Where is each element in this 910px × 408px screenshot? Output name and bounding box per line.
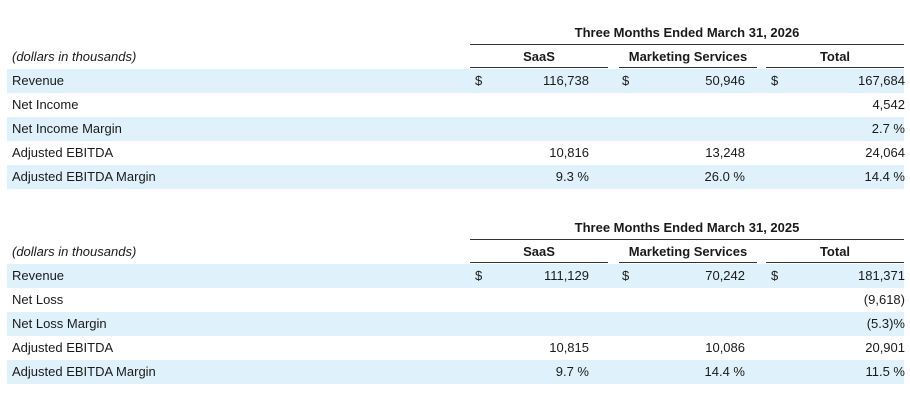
table-row: Net Income 4,542 [7, 93, 905, 117]
cell-value: 14.4 % [704, 364, 745, 379]
currency-symbol: $ [771, 268, 779, 283]
table-row: Adjusted EBITDA Margin 9.3 % 26.0 % 14.4 % [7, 165, 905, 189]
cell-value: 9.7 % [555, 364, 589, 379]
row-label: Net Income Margin [12, 121, 122, 136]
cell-value: 26.0 % [704, 169, 745, 184]
column-header-row: (dollars in thousands) SaaS Marketing Serv… [0, 46, 910, 68]
table-row: Net Loss Margin (5.3)% [7, 312, 905, 336]
cell-value: 10,815 [549, 340, 589, 355]
row-label: Adjusted EBITDA [12, 340, 114, 355]
cell-value: (5.3)% [866, 316, 905, 331]
column-header: Total [766, 241, 904, 263]
row-label: Revenue [12, 268, 65, 283]
row-label: Net Loss Margin [12, 316, 107, 331]
table-row: Net Loss (9,618) [7, 288, 905, 312]
table-row: Net Income Margin 2.7 % [7, 117, 905, 141]
row-label: Net Loss [12, 292, 64, 307]
row-label: Adjusted EBITDA [12, 145, 114, 160]
cell-value: 20,901 [865, 340, 905, 355]
period-header: Three Months Ended March 31, 2026 [470, 23, 904, 45]
row-label: Net Income [12, 97, 79, 112]
row-label: Adjusted EBITDA Margin [12, 364, 156, 379]
units-note: (dollars in thousands) [12, 244, 137, 259]
cell-value: 9.3 % [555, 169, 589, 184]
period-header: Three Months Ended March 31, 2025 [470, 218, 904, 240]
currency-symbol: $ [475, 268, 483, 283]
cell-value: 10,086 [705, 340, 745, 355]
currency-symbol: $ [771, 73, 779, 88]
cell-value: 24,064 [865, 145, 905, 160]
cell-value: 116,738 [542, 73, 589, 88]
cell-value: 70,242 [705, 268, 745, 283]
cell-value: 2.7 % [871, 121, 905, 136]
table-row: Revenue $111,129 $70,242 $181,371 [7, 264, 905, 288]
currency-symbol: $ [622, 268, 630, 283]
cell-value: 11.5 % [865, 364, 905, 379]
table-row: Adjusted EBITDA 10,816 13,248 24,064 [7, 141, 905, 165]
row-label: Adjusted EBITDA Margin [12, 169, 156, 184]
cell-value: 167,684 [858, 73, 905, 88]
currency-symbol: $ [622, 73, 630, 88]
cell-value: 50,946 [705, 73, 745, 88]
table-row: Revenue $116,738 $50,946 $167,684 [7, 69, 905, 93]
cell-value: 14.4 % [864, 169, 905, 184]
column-header: Total [766, 46, 904, 68]
column-header: SaaS [470, 46, 608, 68]
cell-value: 181,371 [858, 268, 905, 283]
cell-value: 111,129 [543, 268, 589, 283]
units-note: (dollars in thousands) [12, 49, 137, 64]
table-row: Adjusted EBITDA 10,815 10,086 20,901 [7, 336, 905, 360]
table-row: Adjusted EBITDA Margin 9.7 % 14.4 % 11.5 % [7, 360, 905, 384]
column-header: SaaS [470, 241, 608, 263]
cell-value: 10,816 [549, 145, 589, 160]
cell-value: 13,248 [705, 145, 745, 160]
cell-value: (9,618) [863, 292, 905, 307]
row-label: Revenue [12, 73, 65, 88]
cell-value: 4,542 [872, 97, 905, 112]
column-header: Marketing Services [619, 241, 757, 263]
column-header: Marketing Services [619, 46, 757, 68]
currency-symbol: $ [475, 73, 483, 88]
column-header-row: (dollars in thousands) SaaS Marketing Serv… [0, 241, 910, 263]
